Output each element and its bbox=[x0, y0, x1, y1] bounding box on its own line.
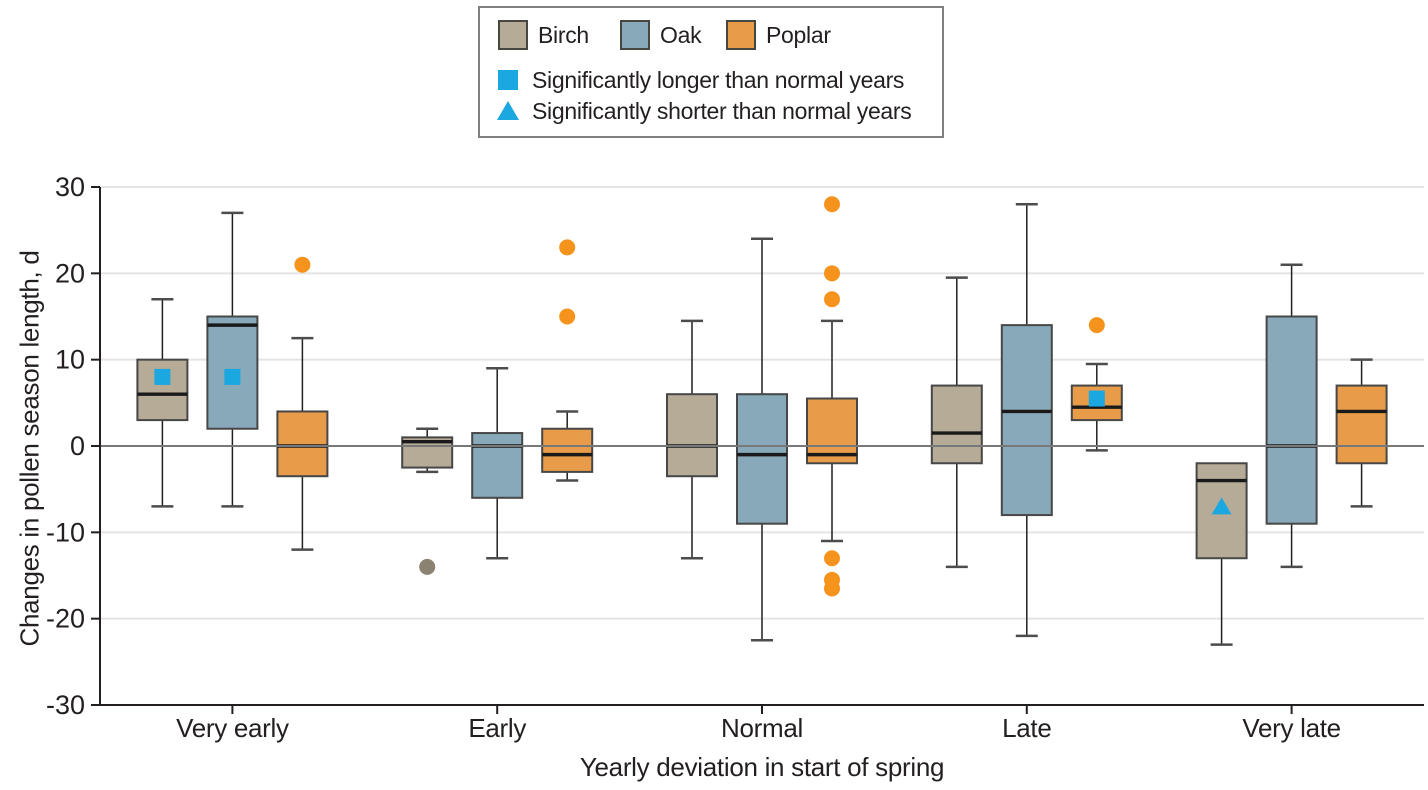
x-axis-title: Yearly deviation in start of spring bbox=[579, 752, 945, 782]
y-tick-label: -30 bbox=[46, 690, 85, 720]
x-category-label: Early bbox=[468, 713, 526, 743]
boxplot-birch-2 bbox=[666, 319, 718, 560]
significant-longer-square-icon bbox=[498, 70, 518, 90]
boxplot-oak-1 bbox=[471, 367, 524, 560]
boxplot-birch-1 bbox=[401, 427, 454, 474]
box bbox=[666, 393, 718, 478]
outlier-point bbox=[1088, 317, 1105, 334]
boxplot-birch-4 bbox=[1195, 462, 1248, 646]
boxplot-oak-3 bbox=[1000, 203, 1053, 638]
legend-label-significant-shorter: Significantly shorter than normal years bbox=[532, 98, 912, 124]
box bbox=[930, 384, 983, 465]
box bbox=[1265, 315, 1318, 525]
outlier-point bbox=[419, 558, 436, 575]
box bbox=[136, 358, 189, 422]
y-tick-label: 30 bbox=[55, 172, 85, 202]
legend-label-birch: Birch bbox=[538, 22, 589, 48]
boxplot-poplar-3 bbox=[1070, 362, 1123, 452]
significant-shorter-triangle-icon bbox=[497, 101, 519, 120]
outlier-point bbox=[824, 580, 840, 597]
significance-marker-longer bbox=[154, 368, 171, 385]
box bbox=[1000, 324, 1053, 517]
boxplot-oak-4 bbox=[1265, 263, 1318, 569]
birch-swatch-icon bbox=[498, 20, 528, 50]
significance-marker-longer bbox=[224, 368, 241, 385]
boxplot-poplar-0 bbox=[276, 336, 329, 551]
box bbox=[806, 397, 858, 465]
box bbox=[276, 410, 329, 478]
outlier-point bbox=[559, 308, 576, 325]
box bbox=[471, 432, 524, 499]
x-category-label: Late bbox=[1002, 713, 1051, 743]
legend-label-poplar: Poplar bbox=[766, 22, 831, 48]
box bbox=[541, 427, 594, 473]
significance-marker-longer bbox=[1088, 390, 1105, 407]
outlier-point bbox=[294, 256, 311, 273]
y-tick-label: 10 bbox=[55, 345, 85, 375]
oak-swatch-icon bbox=[620, 20, 650, 50]
boxplot-oak-2 bbox=[736, 237, 788, 642]
boxplot-oak-0 bbox=[206, 211, 259, 508]
box bbox=[736, 393, 788, 525]
legend-label-significant-longer: Significantly longer than normal years bbox=[532, 67, 905, 93]
x-category-label: Normal bbox=[721, 713, 803, 743]
x-category-label: Very late bbox=[1242, 713, 1340, 743]
outlier-point bbox=[824, 196, 840, 213]
boxplot-poplar-4 bbox=[1335, 358, 1388, 508]
y-axis-title: Changes in pollen season length, d bbox=[14, 250, 45, 647]
boxplot-birch-0 bbox=[136, 297, 189, 508]
y-tick-label: 0 bbox=[70, 431, 85, 461]
box bbox=[1335, 384, 1388, 465]
significance-marker-shorter bbox=[1211, 497, 1232, 515]
x-category-label: Very early bbox=[176, 713, 289, 743]
poplar-swatch-icon bbox=[726, 20, 756, 50]
boxplot-birch-3 bbox=[930, 276, 983, 569]
outlier-point bbox=[824, 550, 840, 567]
outlier-point bbox=[824, 291, 840, 308]
legend: Birch Oak Poplar Significantly longer th… bbox=[478, 6, 944, 138]
legend-label-oak: Oak bbox=[660, 22, 702, 48]
outlier-point bbox=[824, 265, 840, 282]
y-tick-label: 20 bbox=[55, 258, 85, 288]
y-tick-label: -10 bbox=[46, 517, 85, 547]
y-tick-label: -20 bbox=[46, 604, 85, 634]
boxplot-poplar-2 bbox=[806, 319, 858, 543]
outlier-point bbox=[559, 239, 576, 256]
